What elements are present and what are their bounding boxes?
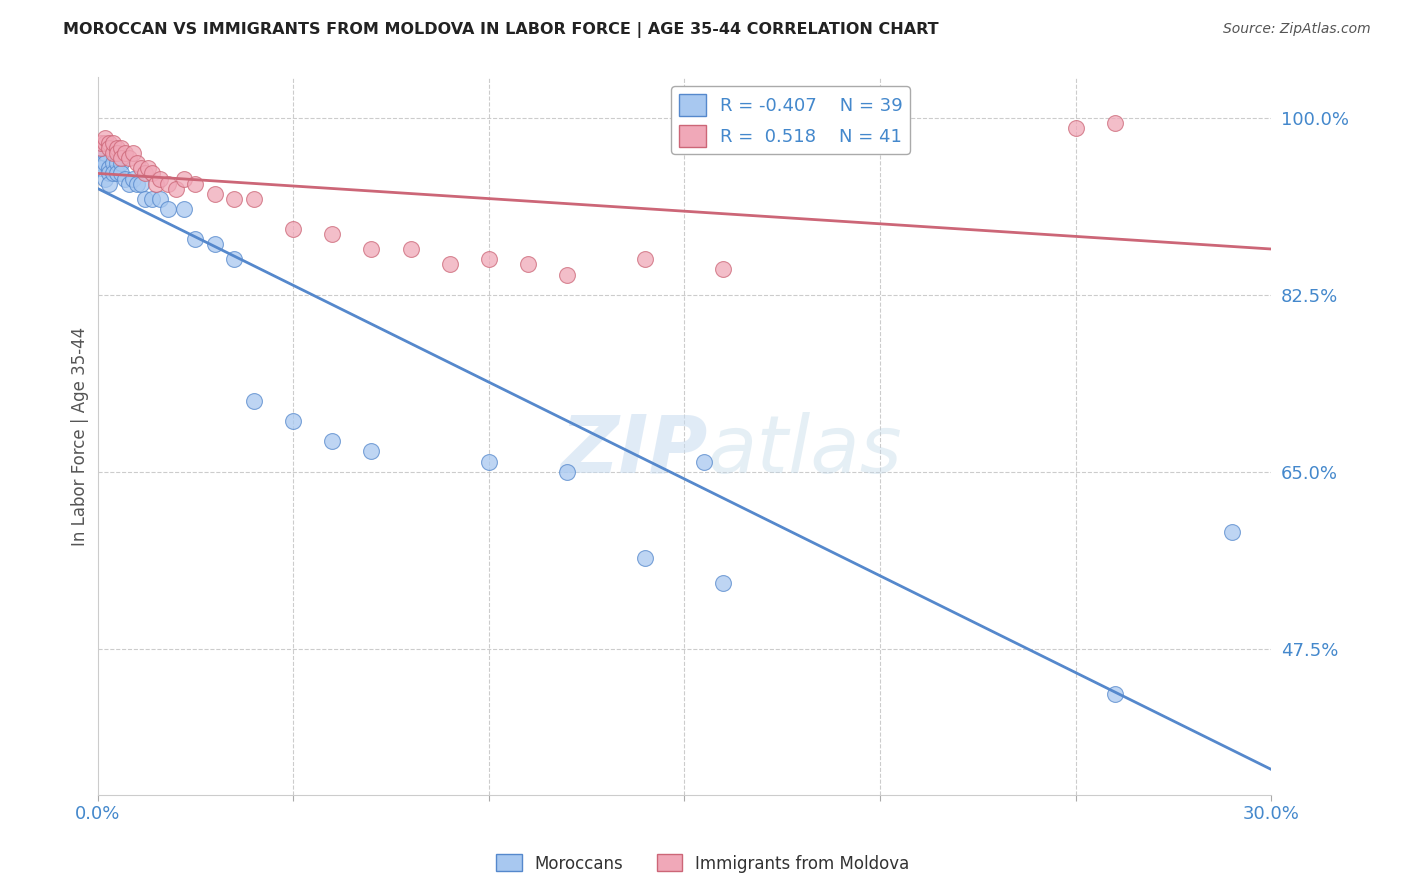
Point — [173, 171, 195, 186]
Point — [555, 465, 578, 479]
Point — [713, 262, 735, 277]
Point — [103, 146, 125, 161]
Point — [114, 171, 136, 186]
Point — [1104, 116, 1126, 130]
Point — [141, 192, 163, 206]
Point — [243, 393, 266, 408]
Point — [98, 141, 121, 155]
Point — [105, 141, 128, 155]
Point — [1104, 687, 1126, 701]
Point — [224, 252, 246, 267]
Point — [516, 257, 538, 271]
Point — [145, 177, 167, 191]
Text: MOROCCAN VS IMMIGRANTS FROM MOLDOVA IN LABOR FORCE | AGE 35-44 CORRELATION CHART: MOROCCAN VS IMMIGRANTS FROM MOLDOVA IN L… — [63, 22, 939, 38]
Point — [141, 166, 163, 180]
Point — [125, 156, 148, 170]
Point — [125, 177, 148, 191]
Point — [204, 186, 226, 201]
Point — [110, 156, 132, 170]
Point — [321, 227, 343, 241]
Point — [399, 242, 422, 256]
Point — [138, 161, 160, 176]
Point — [1220, 525, 1243, 540]
Point — [134, 192, 156, 206]
Point — [129, 161, 152, 176]
Point — [156, 177, 179, 191]
Point — [243, 192, 266, 206]
Point — [165, 181, 187, 195]
Point — [118, 177, 141, 191]
Point — [149, 192, 172, 206]
Point — [105, 166, 128, 180]
Point — [110, 166, 132, 180]
Point — [103, 166, 125, 180]
Point — [439, 257, 461, 271]
Point — [478, 454, 501, 468]
Point — [118, 151, 141, 165]
Point — [283, 222, 305, 236]
Text: Source: ZipAtlas.com: Source: ZipAtlas.com — [1223, 22, 1371, 37]
Y-axis label: In Labor Force | Age 35-44: In Labor Force | Age 35-44 — [72, 326, 89, 546]
Point — [98, 136, 121, 150]
Point — [110, 141, 132, 155]
Point — [94, 146, 117, 161]
Point — [121, 171, 143, 186]
Point — [478, 252, 501, 267]
Point — [90, 151, 112, 165]
Point — [103, 156, 125, 170]
Point — [105, 156, 128, 170]
Point — [121, 146, 143, 161]
Text: ZIP: ZIP — [561, 411, 707, 490]
Point — [94, 171, 117, 186]
Point — [110, 151, 132, 165]
Point — [634, 550, 657, 565]
Point — [713, 575, 735, 590]
Point — [103, 136, 125, 150]
Point — [149, 171, 172, 186]
Point — [134, 166, 156, 180]
Point — [555, 268, 578, 282]
Point — [90, 156, 112, 170]
Point — [1064, 120, 1087, 135]
Point — [360, 242, 382, 256]
Point — [105, 146, 128, 161]
Text: atlas: atlas — [707, 411, 903, 490]
Point — [693, 454, 716, 468]
Legend: Moroccans, Immigrants from Moldova: Moroccans, Immigrants from Moldova — [489, 847, 917, 880]
Point — [90, 161, 112, 176]
Point — [184, 177, 207, 191]
Point — [129, 177, 152, 191]
Point — [98, 177, 121, 191]
Point — [94, 131, 117, 145]
Point — [204, 237, 226, 252]
Point — [98, 161, 121, 176]
Legend: R = -0.407    N = 39, R =  0.518    N = 41: R = -0.407 N = 39, R = 0.518 N = 41 — [671, 87, 910, 154]
Point — [90, 136, 112, 150]
Point — [360, 444, 382, 458]
Point — [283, 414, 305, 428]
Point — [173, 202, 195, 216]
Point — [90, 141, 112, 155]
Point — [224, 192, 246, 206]
Point — [156, 202, 179, 216]
Point — [184, 232, 207, 246]
Point — [634, 252, 657, 267]
Point — [114, 146, 136, 161]
Point — [94, 156, 117, 170]
Point — [94, 136, 117, 150]
Point — [321, 434, 343, 449]
Point — [98, 166, 121, 180]
